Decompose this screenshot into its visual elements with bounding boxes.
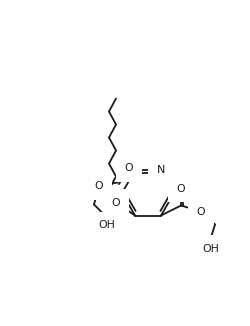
Text: O: O [111, 198, 120, 208]
Text: O: O [124, 163, 133, 173]
Text: O: O [94, 182, 103, 191]
Text: O: O [176, 184, 184, 194]
Text: O: O [196, 206, 204, 216]
Text: OH: OH [98, 220, 115, 230]
Text: N: N [156, 166, 164, 175]
Text: OH: OH [202, 244, 218, 254]
